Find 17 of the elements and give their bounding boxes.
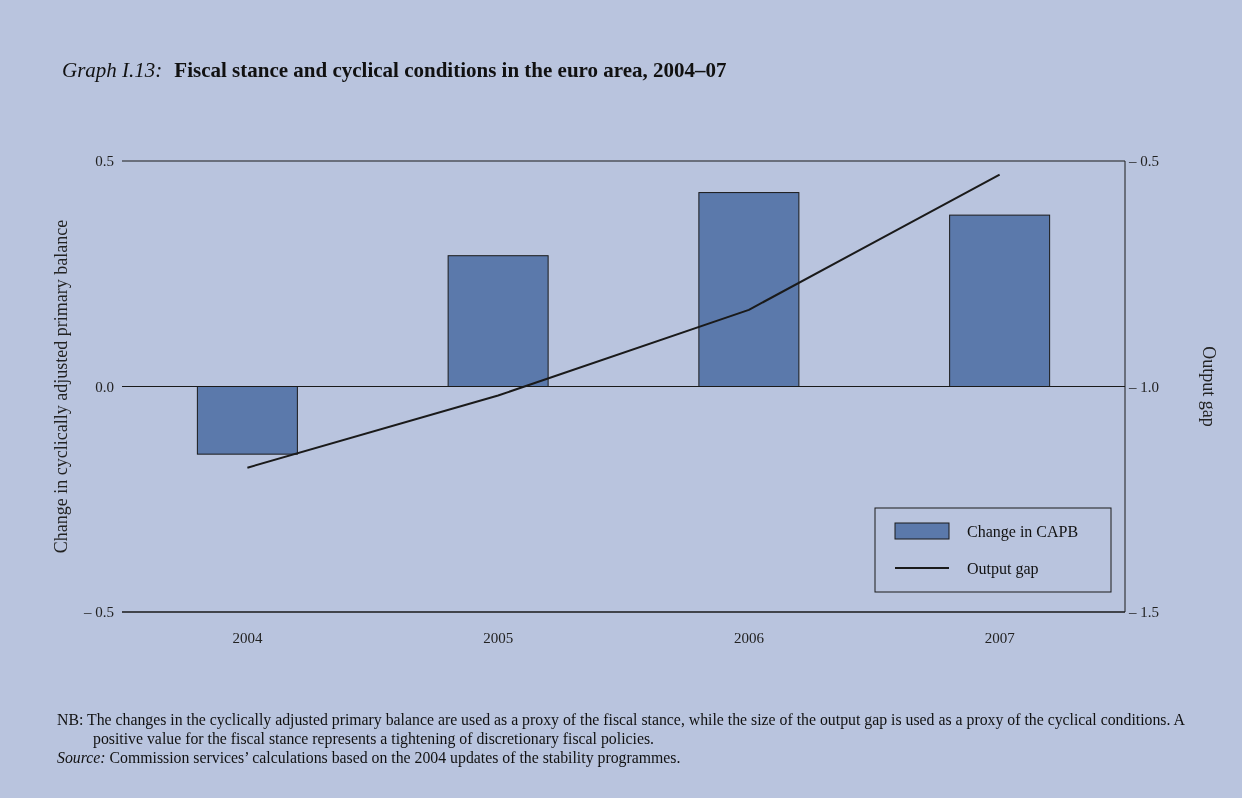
- y-axis-title: Change in cyclically adjusted primary balance: [51, 219, 71, 554]
- text: NB: The changes in the cyclically adjusted primary balance are used as a proxy of the fiscal stance, while the size of the output gap is used as a proxy of the cyclical conditions. A positive value for the fiscal stance represents a tightening of discretionary fiscal policies.: [57, 710, 1186, 748]
- x-tick-label: 2007: [984, 630, 1016, 646]
- chart-title: Graph I.13: Fiscal stance and cyclical conditions in the euro area, 2004–07: [62, 58, 727, 82]
- y-tick-label: 0.0: [95, 378, 114, 395]
- legend-label: Change in CAPB: [967, 522, 1079, 541]
- source-note: Source: Commission services’ calculations based on the 2004 updates of the stability programmes.: [57, 748, 682, 767]
- y2-tick-label: – 0.5: [1128, 153, 1159, 170]
- x-tick-label: 2006: [733, 630, 765, 646]
- x-tick-label: 2004: [232, 630, 263, 646]
- y2-tick-label: – 1.0: [1128, 378, 1159, 395]
- x-tick-label: 2005: [483, 630, 514, 646]
- y2-axis-title: Output gap: [1199, 346, 1219, 427]
- legend-label: Output gap: [967, 559, 1039, 578]
- y-tick-label: 0.5: [95, 153, 114, 170]
- y2-tick-label: – 1.5: [1128, 604, 1159, 621]
- y-tick-label: – 0.5: [83, 604, 114, 621]
